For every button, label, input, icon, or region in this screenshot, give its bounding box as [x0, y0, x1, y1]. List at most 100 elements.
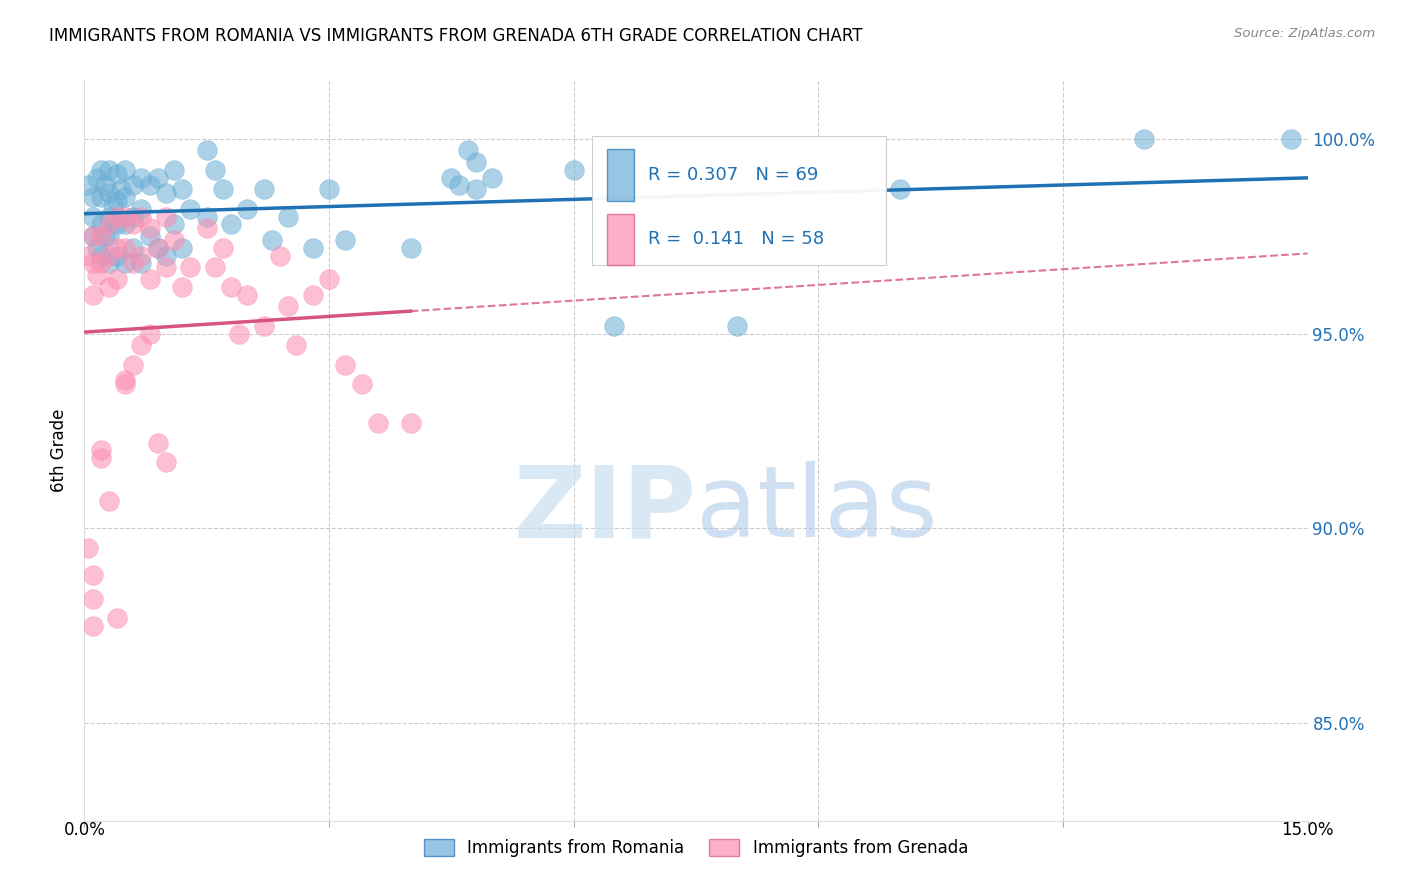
Point	[97, 280, 120, 294]
Point	[146, 170, 169, 185]
Point	[131, 210, 153, 224]
Point	[212, 182, 235, 196]
Point	[90, 190, 112, 204]
Point	[228, 326, 250, 341]
Point	[82, 591, 104, 606]
Point	[464, 182, 486, 196]
Legend: Immigrants from Romania, Immigrants from Grenada: Immigrants from Romania, Immigrants from…	[418, 832, 974, 864]
Point	[131, 249, 153, 263]
Point	[114, 210, 136, 224]
Point	[97, 229, 120, 244]
Point	[114, 373, 136, 387]
Text: R =  0.141   N = 58: R = 0.141 N = 58	[648, 230, 824, 249]
Point	[195, 221, 218, 235]
Point	[335, 233, 357, 247]
Point	[277, 299, 299, 313]
Point	[122, 210, 145, 224]
Point	[86, 241, 108, 255]
Point	[449, 178, 471, 193]
Point	[204, 162, 226, 177]
Point	[457, 144, 479, 158]
Point	[105, 272, 128, 286]
Point	[131, 202, 153, 216]
Point	[105, 241, 128, 255]
Point	[146, 435, 169, 450]
Point	[110, 182, 132, 196]
Point	[82, 287, 104, 301]
Point	[155, 260, 177, 275]
Point	[90, 229, 112, 244]
Point	[82, 229, 104, 244]
Point	[163, 162, 186, 177]
Point	[90, 443, 112, 458]
Point	[301, 241, 323, 255]
Point	[155, 249, 177, 263]
Point	[131, 256, 153, 270]
Point	[163, 233, 186, 247]
Point	[155, 186, 177, 201]
Point	[212, 241, 235, 255]
Point	[236, 202, 259, 216]
Point	[105, 611, 128, 625]
Point	[172, 280, 194, 294]
Point	[350, 377, 373, 392]
Point	[399, 241, 422, 255]
Point	[195, 210, 218, 224]
Point	[440, 170, 463, 185]
Point	[122, 218, 145, 232]
Point	[82, 190, 104, 204]
Point	[318, 272, 340, 286]
Point	[301, 287, 323, 301]
Point	[97, 249, 120, 263]
Point	[138, 272, 160, 286]
Point	[97, 494, 120, 508]
Point	[97, 256, 120, 270]
Text: ZIP: ZIP	[513, 461, 696, 558]
FancyBboxPatch shape	[606, 149, 634, 201]
Point	[138, 229, 160, 244]
Point	[318, 182, 340, 196]
Point	[285, 338, 308, 352]
Point	[93, 178, 115, 193]
Point	[219, 280, 242, 294]
Text: 0.0%: 0.0%	[63, 821, 105, 838]
Point	[464, 155, 486, 169]
Point	[146, 241, 169, 255]
Point	[146, 241, 169, 255]
Point	[122, 241, 145, 255]
Point	[77, 178, 100, 193]
Point	[114, 256, 136, 270]
Point	[335, 358, 357, 372]
Point	[204, 260, 226, 275]
Point	[195, 144, 218, 158]
Point	[82, 256, 104, 270]
Point	[172, 182, 194, 196]
Point	[269, 249, 291, 263]
Point	[77, 541, 100, 555]
Text: atlas: atlas	[696, 461, 938, 558]
Text: R = 0.307   N = 69: R = 0.307 N = 69	[648, 166, 818, 184]
Point	[97, 218, 120, 232]
Text: 15.0%: 15.0%	[1281, 821, 1334, 838]
Point	[105, 218, 128, 232]
Point	[367, 416, 389, 430]
Point	[1279, 132, 1302, 146]
Point	[122, 358, 145, 372]
FancyBboxPatch shape	[606, 213, 634, 266]
Point	[253, 318, 276, 333]
Point	[138, 178, 160, 193]
Point	[97, 210, 120, 224]
Point	[105, 194, 128, 208]
Point	[97, 186, 120, 201]
Point	[114, 190, 136, 204]
Point	[86, 268, 108, 282]
Point	[90, 451, 112, 466]
FancyBboxPatch shape	[592, 136, 886, 266]
Point	[219, 218, 242, 232]
Point	[101, 198, 124, 212]
Point	[105, 167, 128, 181]
Point	[93, 229, 115, 244]
Point	[725, 318, 748, 333]
Point	[260, 233, 283, 247]
Point	[131, 338, 153, 352]
